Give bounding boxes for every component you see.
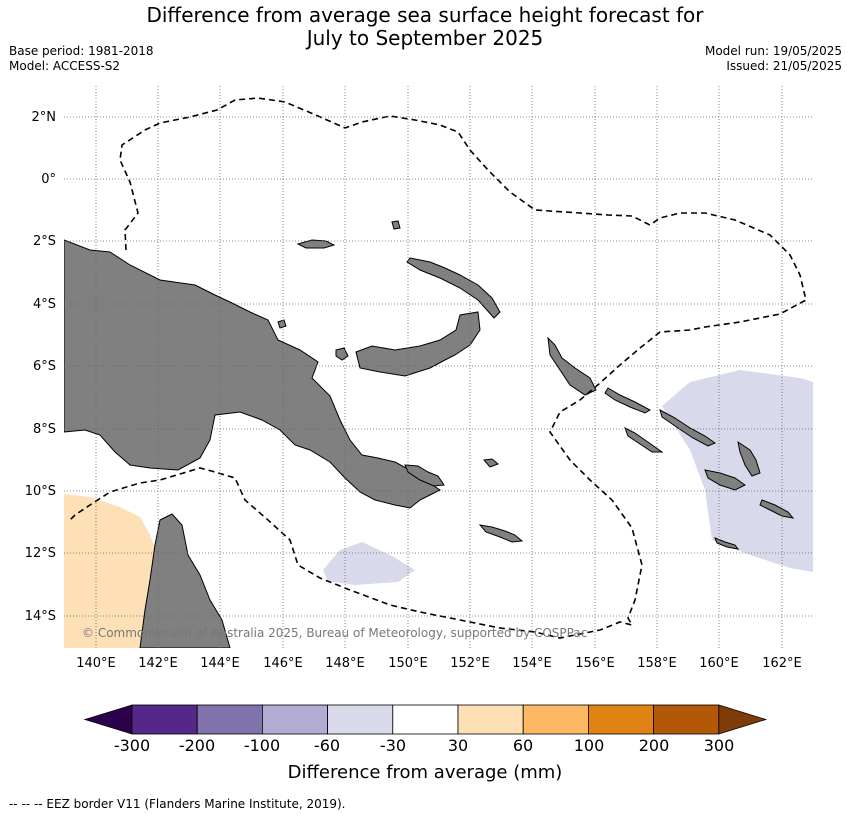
land-manus	[296, 239, 336, 249]
land-bougainville	[547, 336, 597, 396]
colorbar-tick: -200	[179, 736, 215, 755]
lon-label: 152°E	[450, 656, 490, 671]
base-period: Base period: 1981-2018	[9, 44, 154, 58]
land-woodlark	[483, 458, 499, 468]
land-cape-york	[139, 513, 231, 648]
land-malaita	[737, 440, 761, 477]
colorbar-segment	[588, 704, 655, 735]
copyright-text: © Commonwealth of Australia 2025, Bureau…	[82, 626, 587, 640]
land-louisiade	[478, 524, 524, 543]
colorbar-extend-min	[83, 704, 133, 735]
lat-label: 10°S	[25, 484, 56, 499]
lon-label: 150°E	[388, 656, 428, 671]
lon-label: 142°E	[138, 656, 178, 671]
colorbar-tick: 300	[704, 736, 735, 755]
land-new-ireland	[406, 257, 501, 319]
land-new-georgia	[624, 426, 664, 453]
colorbar-segment	[522, 704, 589, 735]
map-title: Difference from average sea surface heig…	[0, 4, 850, 50]
colorbar-segment	[196, 704, 263, 735]
colorbar-segment	[261, 704, 328, 735]
lon-labels: 140°E 142°E 144°E 146°E 148°E 150°E 152°…	[76, 656, 802, 671]
colorbar-tick: -30	[380, 736, 406, 755]
lon-label: 160°E	[699, 656, 739, 671]
colorbar-ticks: -300 -200 -100 -60 -30 30 60 100 200 300	[114, 736, 734, 755]
eez-border-png	[69, 97, 807, 639]
lat-label: 0°	[41, 172, 56, 187]
lat-label: 12°S	[25, 546, 56, 561]
lon-label: 146°E	[263, 656, 303, 671]
colorbar-tick: -60	[314, 736, 340, 755]
lon-label: 140°E	[76, 656, 116, 671]
lon-label: 158°E	[637, 656, 677, 671]
colorbar-tick: 30	[448, 736, 468, 755]
lon-label: 148°E	[325, 656, 365, 671]
land-guadalcanal	[704, 469, 746, 491]
model-run: Model run: 19/05/2025	[704, 44, 842, 58]
title-line-1: Difference from average sea surface heig…	[146, 3, 704, 27]
anomaly-area-east	[662, 370, 813, 572]
map-canvas: © Commonwealth of Australia 2025, Bureau…	[25, 86, 813, 783]
lon-label: 156°E	[575, 656, 615, 671]
issued-date: Issued: 21/05/2025	[726, 59, 842, 73]
lon-label: 154°E	[512, 656, 552, 671]
lon-label: 162°E	[762, 656, 802, 671]
land-choiseul	[604, 387, 652, 414]
land-new-hanover	[391, 220, 401, 230]
colorbar-tick: -100	[244, 736, 280, 755]
model-name: Model: ACCESS-S2	[9, 59, 121, 73]
colorbar-extend-max	[718, 704, 768, 735]
lat-label: 6°S	[33, 359, 56, 374]
land-karkar	[277, 319, 287, 329]
lon-label: 144°E	[200, 656, 240, 671]
colorbar-segment	[327, 704, 394, 735]
lat-label: 14°S	[25, 609, 56, 624]
title-line-2: July to September 2025	[306, 26, 544, 50]
colorbar-tick: -300	[114, 736, 150, 755]
land-new-britain	[355, 311, 481, 377]
colorbar-segment	[131, 704, 198, 735]
land-santa-isabel	[659, 409, 717, 447]
meta-left: Base period: 1981-2018 Model: ACCESS-S2	[9, 44, 154, 74]
map-area: © Commonwealth of Australia 2025, Bureau…	[64, 86, 813, 648]
land-dentrecasteaux	[404, 464, 445, 487]
meta-right: Model run: 19/05/2025 Issued: 21/05/2025	[705, 44, 842, 74]
colorbar-label: Difference from average (mm)	[288, 762, 563, 783]
lat-label: 2°N	[32, 110, 57, 125]
eez-borders	[69, 97, 807, 639]
colorbar-segments	[83, 704, 768, 735]
anomaly-area-australia	[64, 494, 160, 648]
land-rennell	[714, 537, 740, 550]
lat-label: 4°S	[33, 297, 56, 312]
colorbar-segment	[457, 704, 524, 735]
lat-label: 8°S	[33, 422, 56, 437]
colorbar-tick: 200	[639, 736, 670, 755]
colorbar-segment	[653, 704, 720, 735]
lat-labels: 2°N 0° 2°S 4°S 6°S 8°S 10°S 12°S 14°S	[25, 110, 56, 624]
colorbar-tick: 60	[513, 736, 533, 755]
lat-label: 2°S	[33, 234, 56, 249]
colorbar-segment	[392, 704, 459, 735]
colorbar: -300 -200 -100 -60 -30 30 60 100 200 300…	[83, 704, 768, 783]
land-makira	[759, 499, 795, 519]
colorbar-tick: 100	[574, 736, 605, 755]
graticule	[64, 86, 813, 648]
eez-legend-note: -- -- -- EEZ border V11 (Flanders Marine…	[9, 797, 346, 811]
